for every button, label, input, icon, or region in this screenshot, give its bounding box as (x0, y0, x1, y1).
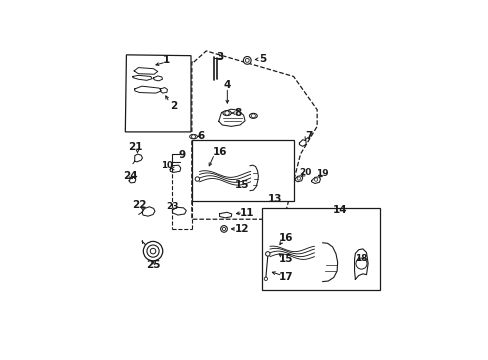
Circle shape (191, 135, 195, 139)
Circle shape (143, 242, 163, 261)
Text: 24: 24 (122, 171, 137, 181)
Text: 16: 16 (212, 147, 226, 157)
Circle shape (264, 277, 267, 280)
Circle shape (265, 252, 269, 256)
Text: 25: 25 (145, 260, 160, 270)
Text: 23: 23 (166, 202, 178, 211)
Circle shape (146, 245, 159, 257)
Text: 22: 22 (132, 201, 146, 210)
Text: 18: 18 (354, 254, 367, 263)
Circle shape (314, 178, 317, 181)
Circle shape (220, 226, 227, 232)
Text: 11: 11 (240, 208, 254, 217)
Circle shape (245, 58, 249, 62)
Circle shape (150, 248, 156, 254)
Text: 17: 17 (278, 273, 293, 283)
Text: 19: 19 (315, 169, 328, 178)
Text: 2: 2 (169, 101, 177, 111)
Text: 6: 6 (197, 131, 204, 141)
Circle shape (297, 177, 300, 180)
Text: 20: 20 (299, 168, 311, 177)
Circle shape (355, 258, 366, 269)
Bar (191, 140, 293, 201)
Text: 21: 21 (128, 142, 143, 152)
Circle shape (195, 177, 199, 181)
Text: 4: 4 (223, 80, 230, 90)
Bar (261, 208, 380, 291)
Text: 1: 1 (162, 55, 169, 66)
Circle shape (243, 57, 251, 64)
Polygon shape (125, 55, 191, 132)
Ellipse shape (189, 134, 197, 139)
Text: 5: 5 (259, 54, 266, 64)
Text: 15: 15 (234, 180, 248, 190)
Circle shape (222, 227, 225, 231)
Text: 9: 9 (178, 150, 185, 160)
Text: 13: 13 (268, 194, 282, 204)
Ellipse shape (249, 113, 257, 118)
Text: 3: 3 (216, 51, 224, 62)
Text: 16: 16 (278, 233, 293, 243)
Text: 10: 10 (161, 161, 173, 170)
Circle shape (224, 111, 229, 115)
Circle shape (251, 114, 255, 118)
Text: 7: 7 (305, 131, 312, 141)
Text: 8: 8 (234, 108, 241, 118)
Ellipse shape (223, 111, 231, 116)
Text: 12: 12 (234, 224, 248, 234)
Text: 14: 14 (332, 205, 346, 215)
Text: 15: 15 (278, 254, 293, 264)
